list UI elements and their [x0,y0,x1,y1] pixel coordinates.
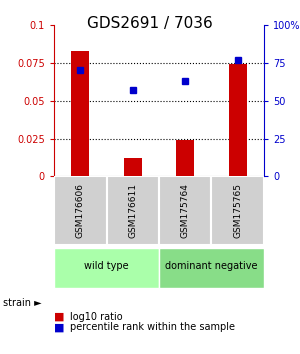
Text: ■: ■ [54,322,64,332]
Text: dominant negative: dominant negative [165,261,258,270]
Bar [71,51,89,177]
Text: GSM176606: GSM176606 [76,183,85,239]
FancyBboxPatch shape [54,248,159,288]
Text: GDS2691 / 7036: GDS2691 / 7036 [87,16,213,31]
Text: GSM176611: GSM176611 [128,183,137,239]
FancyBboxPatch shape [212,177,264,245]
Text: strain ►: strain ► [3,298,42,308]
Text: GSM175765: GSM175765 [233,183,242,239]
FancyBboxPatch shape [106,177,159,245]
Text: ■: ■ [54,312,64,322]
Text: GSM175764: GSM175764 [181,183,190,238]
Text: log10 ratio: log10 ratio [70,312,123,322]
Bar [124,158,142,177]
Bar [176,140,194,177]
FancyBboxPatch shape [159,248,264,288]
Text: wild type: wild type [84,261,129,270]
Text: percentile rank within the sample: percentile rank within the sample [70,322,236,332]
Bar [229,64,247,177]
FancyBboxPatch shape [54,177,106,245]
FancyBboxPatch shape [159,177,211,245]
